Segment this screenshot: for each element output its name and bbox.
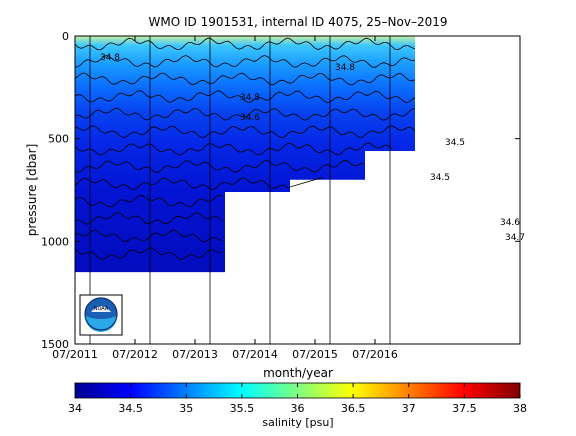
y-axis: 0 500 1000 1500 xyxy=(41,30,520,351)
plot-area: 34.8 34.8 34.8 34.6 34.5 34.6 34.5 34.7 xyxy=(75,36,525,344)
contour-line xyxy=(75,177,325,191)
contour-label: 34.8 xyxy=(335,63,355,73)
colorbar-tick-label: 35.5 xyxy=(230,402,255,415)
contour-label: 34.8 xyxy=(240,93,260,103)
y-tick-label: 1000 xyxy=(41,235,69,248)
x-tick-label: 07/2014 xyxy=(232,348,278,361)
colorbar-tick-label: 34.5 xyxy=(118,402,143,415)
contour-line xyxy=(75,55,416,68)
noaa-logo: NOAA xyxy=(79,294,123,336)
contour-label: 34.6 xyxy=(500,218,520,228)
x-axis: 07/2011 07/2012 07/2013 07/2014 07/2015 07/20… xyxy=(52,36,398,361)
y-axis-label: pressure [dbar] xyxy=(25,144,39,237)
contour-line xyxy=(75,212,223,225)
colorbar-tick-label: 38 xyxy=(513,402,527,415)
x-tick-label: 07/2015 xyxy=(292,348,338,361)
contour-line xyxy=(75,159,365,173)
contour-line xyxy=(75,72,416,86)
x-tick-label: 07/2016 xyxy=(352,348,398,361)
colorbar-tick-label: 37.5 xyxy=(452,402,477,415)
colorbar-tick-label: 36 xyxy=(291,402,305,415)
contour-label: 34.5 xyxy=(430,173,450,183)
x-tick-label: 07/2012 xyxy=(112,348,158,361)
contour-line xyxy=(75,247,223,260)
contour-label: 34.7 xyxy=(505,233,525,243)
contour-line xyxy=(75,107,416,121)
colorbar-tick-label: 37 xyxy=(402,402,416,415)
x-tick-label: 07/2011 xyxy=(52,348,98,361)
colorbar-label: salinity [psu] xyxy=(262,416,333,429)
x-tick-label: 07/2013 xyxy=(172,348,218,361)
contour-line xyxy=(75,229,223,243)
contour-line xyxy=(75,125,416,139)
svg-text:NOAA: NOAA xyxy=(94,306,109,312)
colorbar-tick-label: 34 xyxy=(68,402,82,415)
contour-label: 34.6 xyxy=(240,113,260,123)
y-tick-label: 1500 xyxy=(41,338,69,351)
y-tick-label: 0 xyxy=(62,30,69,43)
colorbar-tick-label: 36.5 xyxy=(341,402,366,415)
contour-line xyxy=(75,37,416,51)
x-axis-label: month/year xyxy=(263,366,333,380)
contour-line xyxy=(75,142,393,156)
contour-label: 34.8 xyxy=(100,53,120,63)
colorbar-ticks: 34 34.5 35 35.5 36 36.5 37 37.5 38 xyxy=(68,383,527,415)
contour-label: 34.5 xyxy=(445,138,465,148)
chart-title: WMO ID 1901531, internal ID 4075, 25–Nov… xyxy=(149,15,448,29)
plot-frame xyxy=(74,35,521,345)
contour-line xyxy=(75,194,223,208)
salinity-section xyxy=(75,36,416,344)
contour-line xyxy=(75,90,416,104)
salinity-field xyxy=(75,36,415,273)
y-tick-label: 500 xyxy=(48,133,69,146)
colorbar-tick-label: 35 xyxy=(179,402,193,415)
